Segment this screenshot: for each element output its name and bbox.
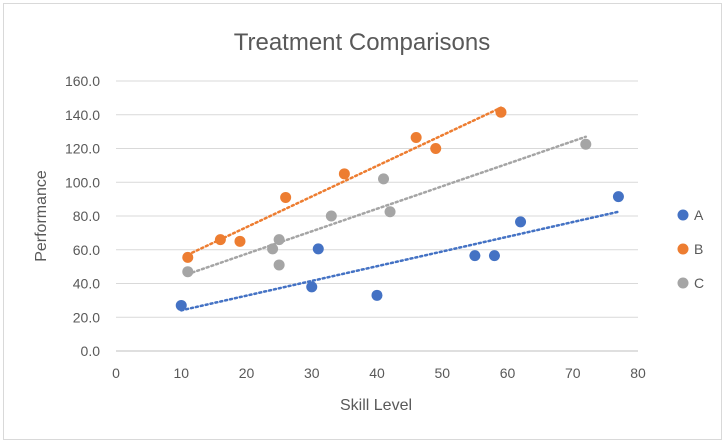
- y-tick-label: 100.0: [65, 174, 100, 190]
- point-c: [273, 259, 285, 271]
- point-c: [378, 173, 390, 185]
- legend-marker-a: [677, 209, 689, 221]
- legend-label-a: A: [694, 207, 704, 223]
- x-axis-ticks: 0 10 20 30 40 50 60 70 80: [112, 365, 646, 381]
- point-c: [182, 266, 194, 278]
- y-tick-label: 40.0: [73, 276, 100, 292]
- x-tick-label: 0: [112, 365, 120, 381]
- x-tick-label: 10: [173, 365, 189, 381]
- legend-label-b: B: [694, 241, 703, 257]
- point-a: [312, 243, 324, 255]
- point-c: [580, 138, 592, 150]
- legend-label-c: C: [694, 275, 704, 291]
- point-b: [495, 106, 507, 118]
- point-b: [280, 191, 292, 203]
- point-a: [306, 281, 318, 293]
- gridlines: [116, 80, 638, 352]
- point-a: [175, 299, 187, 311]
- trendline-c: [186, 135, 588, 276]
- x-tick-label: 40: [369, 365, 385, 381]
- y-tick-label: 20.0: [73, 309, 100, 325]
- x-tick-label: 60: [500, 365, 516, 381]
- y-tick-label: 120.0: [65, 141, 100, 157]
- point-b: [234, 235, 246, 247]
- trendline-b: [186, 106, 503, 256]
- y-tick-label: 60.0: [73, 242, 100, 258]
- chart-frame: [3, 3, 722, 440]
- point-a: [488, 250, 500, 262]
- trendline-a: [180, 210, 620, 312]
- legend-marker-c: [677, 277, 689, 289]
- y-tick-label: 0.0: [81, 343, 101, 359]
- point-b: [214, 234, 226, 246]
- point-c: [267, 243, 279, 255]
- x-tick-label: 20: [239, 365, 255, 381]
- point-a: [469, 250, 481, 262]
- trendlines: [180, 106, 620, 312]
- y-tick-label: 80.0: [73, 208, 100, 224]
- y-tick-label: 160.0: [65, 73, 100, 89]
- x-tick-label: 50: [434, 365, 450, 381]
- point-b: [338, 168, 350, 180]
- point-a: [612, 191, 624, 203]
- point-a: [371, 289, 383, 301]
- x-tick-label: 70: [565, 365, 581, 381]
- x-axis-title: Skill Level: [340, 397, 412, 414]
- point-b: [410, 132, 422, 144]
- chart-title: Treatment Comparisons: [234, 29, 491, 56]
- legend-marker-b: [677, 243, 689, 255]
- point-c: [273, 234, 285, 246]
- x-tick-label: 30: [304, 365, 320, 381]
- y-axis-ticks: 0.0 20.0 40.0 60.0 80.0 100.0 120.0 140.0 160.0: [65, 73, 100, 359]
- point-c: [384, 206, 396, 218]
- y-tick-label: 140.0: [65, 107, 100, 123]
- y-axis-title: Performance: [33, 170, 50, 262]
- data-points: [175, 106, 624, 311]
- point-b: [182, 251, 194, 263]
- legend: A B C: [677, 207, 704, 291]
- x-tick-label: 80: [630, 365, 646, 381]
- point-a: [515, 216, 527, 228]
- point-b: [430, 143, 442, 154]
- point-c: [325, 210, 337, 222]
